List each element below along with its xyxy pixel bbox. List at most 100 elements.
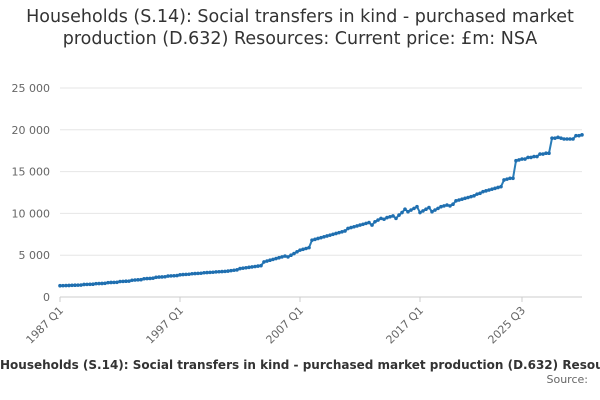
data-point[interactable]: [223, 269, 227, 274]
data-point[interactable]: [463, 196, 467, 201]
data-point[interactable]: [388, 214, 392, 219]
data-point[interactable]: [514, 158, 518, 163]
data-point[interactable]: [139, 277, 143, 282]
data-point[interactable]: [208, 270, 212, 275]
data-point[interactable]: [397, 213, 401, 217]
data-point[interactable]: [520, 157, 524, 161]
data-point[interactable]: [454, 199, 458, 203]
data-point[interactable]: [163, 274, 167, 279]
data-point[interactable]: [547, 151, 551, 156]
data-point[interactable]: [301, 247, 305, 252]
data-point[interactable]: [481, 189, 485, 194]
data-point[interactable]: [418, 210, 422, 215]
data-point[interactable]: [556, 135, 560, 140]
data-point[interactable]: [379, 216, 383, 221]
data-point[interactable]: [271, 257, 275, 262]
data-point[interactable]: [187, 272, 191, 277]
data-point[interactable]: [109, 280, 113, 285]
data-point[interactable]: [385, 215, 389, 220]
data-point[interactable]: [148, 276, 152, 281]
data-point[interactable]: [280, 255, 284, 259]
data-point[interactable]: [532, 154, 536, 159]
data-point[interactable]: [130, 278, 134, 283]
data-point[interactable]: [172, 273, 176, 278]
data-point[interactable]: [562, 137, 566, 141]
data-point[interactable]: [286, 255, 290, 259]
data-point[interactable]: [424, 207, 428, 212]
data-point[interactable]: [199, 271, 203, 276]
data-point[interactable]: [340, 229, 344, 234]
data-point[interactable]: [232, 268, 236, 273]
data-point[interactable]: [499, 184, 503, 189]
data-point[interactable]: [328, 233, 332, 237]
data-point[interactable]: [319, 235, 323, 240]
series-line[interactable]: [59, 133, 583, 287]
data-point[interactable]: [568, 137, 572, 141]
data-point[interactable]: [529, 155, 533, 160]
data-point[interactable]: [355, 224, 359, 228]
data-point[interactable]: [112, 280, 116, 285]
data-point[interactable]: [571, 137, 575, 141]
data-point[interactable]: [127, 279, 131, 283]
data-point[interactable]: [376, 218, 380, 222]
data-point[interactable]: [475, 192, 479, 196]
data-point[interactable]: [502, 178, 506, 182]
data-point[interactable]: [190, 271, 194, 276]
data-point[interactable]: [493, 186, 497, 191]
data-point[interactable]: [238, 266, 242, 271]
data-point[interactable]: [268, 258, 272, 263]
data-point[interactable]: [154, 275, 158, 280]
data-point[interactable]: [292, 251, 296, 256]
data-point[interactable]: [157, 275, 161, 279]
data-point[interactable]: [421, 209, 425, 213]
data-point[interactable]: [103, 281, 107, 286]
data-point[interactable]: [343, 229, 347, 233]
data-point[interactable]: [94, 281, 98, 286]
data-point[interactable]: [472, 194, 476, 198]
data-point[interactable]: [349, 225, 353, 230]
data-point[interactable]: [430, 209, 434, 214]
data-point[interactable]: [73, 283, 77, 288]
data-point[interactable]: [244, 265, 248, 270]
data-point[interactable]: [451, 202, 455, 206]
data-point[interactable]: [250, 265, 254, 269]
data-point[interactable]: [367, 220, 371, 225]
data-point[interactable]: [466, 195, 470, 200]
data-point[interactable]: [310, 238, 314, 242]
data-point[interactable]: [373, 219, 377, 224]
data-point[interactable]: [226, 269, 230, 273]
data-point[interactable]: [307, 245, 311, 250]
data-point[interactable]: [436, 206, 440, 211]
data-point[interactable]: [337, 230, 341, 235]
data-point[interactable]: [115, 280, 119, 285]
data-point[interactable]: [217, 269, 221, 274]
data-point[interactable]: [478, 191, 482, 196]
data-point[interactable]: [508, 176, 512, 181]
data-point[interactable]: [490, 187, 494, 191]
data-point[interactable]: [487, 188, 491, 192]
data-point[interactable]: [544, 151, 548, 156]
data-point[interactable]: [181, 272, 185, 277]
data-point[interactable]: [445, 203, 449, 207]
data-point[interactable]: [433, 208, 437, 212]
data-point[interactable]: [136, 278, 140, 282]
data-point[interactable]: [100, 281, 104, 286]
data-point[interactable]: [361, 222, 365, 227]
data-point[interactable]: [97, 281, 101, 286]
data-point[interactable]: [214, 270, 218, 274]
data-point[interactable]: [241, 266, 245, 270]
data-point[interactable]: [253, 264, 257, 269]
data-point[interactable]: [412, 206, 416, 211]
data-point[interactable]: [193, 271, 197, 276]
data-point[interactable]: [523, 157, 527, 161]
data-point[interactable]: [160, 275, 164, 279]
data-point[interactable]: [118, 279, 122, 284]
data-point[interactable]: [448, 204, 452, 208]
data-point[interactable]: [346, 226, 350, 231]
data-point[interactable]: [145, 276, 149, 281]
data-point[interactable]: [304, 246, 308, 251]
data-point[interactable]: [469, 194, 473, 199]
data-point[interactable]: [184, 272, 188, 277]
data-point[interactable]: [415, 204, 419, 209]
data-point[interactable]: [79, 283, 83, 287]
